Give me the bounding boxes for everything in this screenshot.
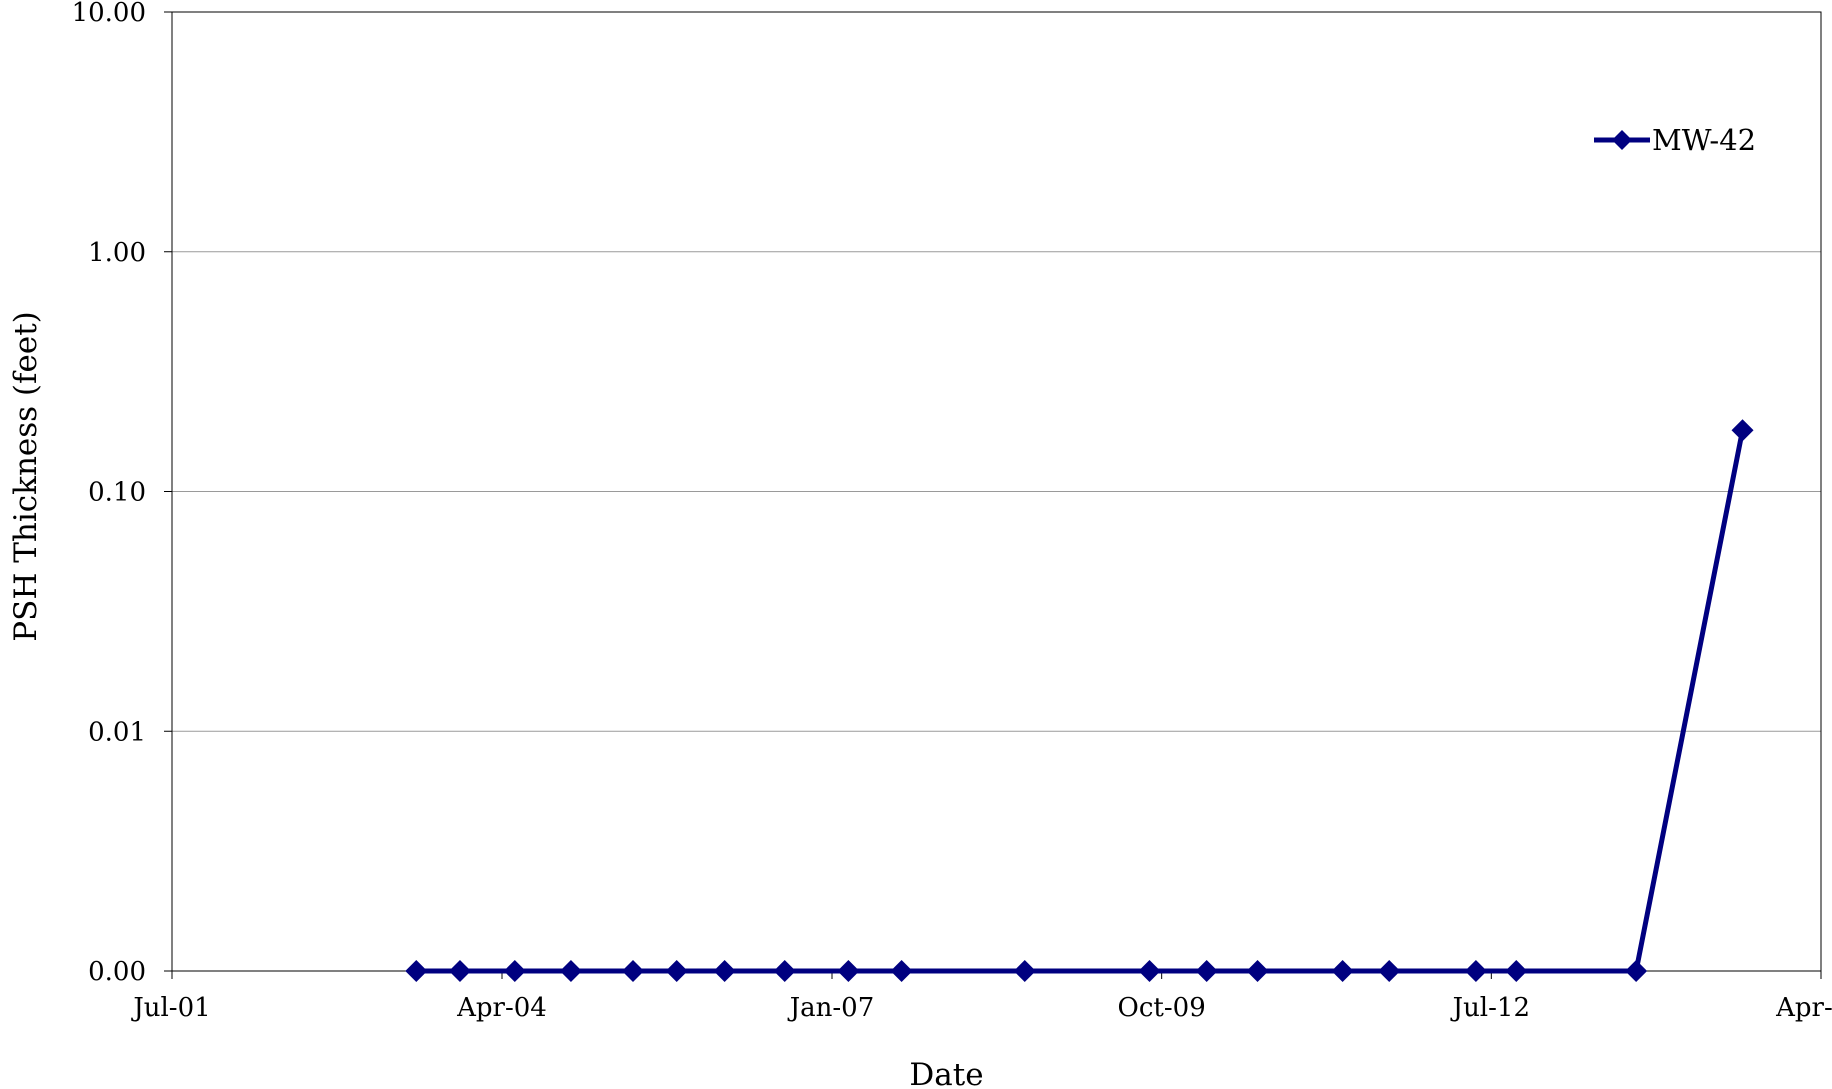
data-point-marker xyxy=(1464,960,1487,982)
x-axis-ticks: Jul-01 Apr-04 Jan-07 Oct-09 Jul-12 Apr-15 xyxy=(130,971,1832,1023)
data-point-marker xyxy=(1246,960,1269,982)
data-point-marker xyxy=(837,960,860,982)
x-tick-label: Jul-01 xyxy=(130,993,210,1023)
data-point-marker xyxy=(503,960,526,982)
x-tick-label: Jan-07 xyxy=(787,993,875,1023)
data-point-marker xyxy=(1013,960,1036,982)
data-point-marker xyxy=(1195,960,1218,982)
data-point-marker xyxy=(1731,419,1754,442)
data-point-marker xyxy=(448,960,471,982)
x-tick-label: Oct-09 xyxy=(1118,993,1206,1023)
legend: MW-42 xyxy=(1594,123,1756,157)
y-tick-label: 10.00 xyxy=(72,0,146,28)
y-tick-label: 0.10 xyxy=(88,478,146,508)
y-tick-label: 0.01 xyxy=(88,717,146,747)
data-point-marker xyxy=(559,960,582,982)
legend-marker-mw-42 xyxy=(1612,130,1632,150)
data-point-marker xyxy=(1331,960,1354,982)
y-axis-ticks: 0.00 0.01 0.10 1.00 10.00 xyxy=(72,0,172,987)
data-point-marker xyxy=(773,960,796,982)
x-tick-label: Jul-12 xyxy=(1450,993,1530,1023)
data-point-marker xyxy=(1505,960,1528,982)
data-point-marker xyxy=(622,960,645,982)
y-tick-label: 1.00 xyxy=(88,238,146,268)
x-tick-label: Apr-15 xyxy=(1775,993,1832,1023)
series-layer xyxy=(405,419,1754,982)
y-tick-label: 0.00 xyxy=(88,957,146,987)
y-axis-title: PSH Thickness (feet) xyxy=(8,311,44,641)
x-axis-title: Date xyxy=(909,1057,983,1089)
data-point-marker xyxy=(405,960,428,982)
legend-label-mw-42: MW-42 xyxy=(1652,123,1756,157)
series-line-mw-42 xyxy=(416,429,1745,974)
gridlines xyxy=(172,251,1821,732)
data-point-marker xyxy=(1138,960,1161,982)
data-point-marker xyxy=(1625,960,1648,982)
x-tick-label: Apr-04 xyxy=(456,993,547,1023)
data-point-marker xyxy=(713,960,736,982)
data-point-marker xyxy=(1378,960,1401,982)
data-point-marker xyxy=(665,960,688,982)
data-point-marker xyxy=(890,960,913,982)
